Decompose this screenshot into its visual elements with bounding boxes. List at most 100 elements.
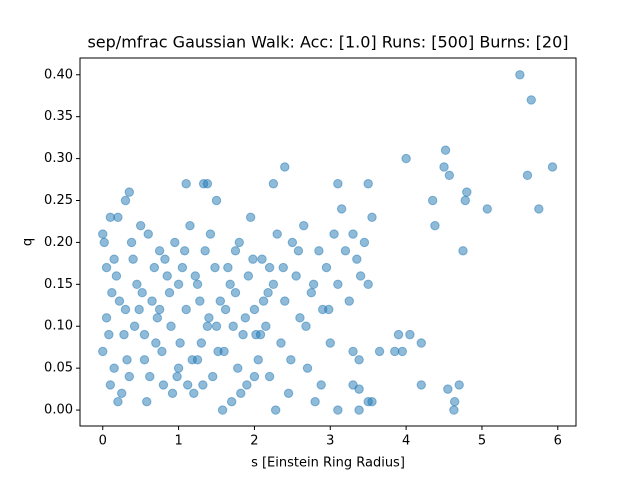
point [114,296,125,306]
point [132,279,142,290]
point [149,262,160,273]
point [105,212,116,222]
point [344,296,354,306]
point [348,346,358,357]
point [526,95,536,105]
point [233,363,243,373]
point [111,271,122,281]
point [280,162,290,172]
point [98,346,108,357]
point [363,279,373,290]
point [522,170,533,181]
point [310,396,320,407]
point [192,355,203,365]
point [240,313,251,323]
point [166,321,176,331]
point [354,384,364,394]
point [211,195,222,206]
point [135,220,146,231]
point [340,246,351,256]
point [167,388,178,399]
x-tick-label: 6 [554,434,562,449]
point [200,246,210,256]
point [280,296,290,306]
point [416,380,426,390]
y-tick-label: 0.10 [44,319,73,334]
point [134,304,144,315]
point [306,288,317,298]
point [321,262,332,273]
point [329,229,339,239]
point [363,179,373,189]
point [160,254,170,264]
point [249,304,260,315]
point [324,304,334,315]
x-tick-label: 3 [326,434,334,449]
point [393,329,404,340]
x-tick-label: 1 [174,434,182,449]
point [129,321,140,331]
point [354,355,364,365]
point [264,262,275,273]
y-tick-label: 0.20 [44,235,73,250]
point [333,179,343,189]
point [278,262,288,273]
point [196,338,207,348]
point [162,271,172,281]
point [547,162,558,172]
point [263,288,273,298]
point [122,355,132,365]
point [210,262,220,273]
point [98,229,108,239]
point [251,329,261,340]
point [228,321,238,331]
point [253,355,263,365]
point [308,279,319,290]
point [202,321,213,331]
point [248,254,258,264]
point [249,371,260,382]
point [213,346,223,357]
point [143,229,153,239]
point [367,212,377,222]
point [152,313,163,323]
point [291,271,301,281]
point [181,304,191,315]
point [113,396,123,407]
point [205,229,216,239]
point [185,220,195,231]
point [293,246,304,256]
point [283,388,294,399]
point [348,229,358,239]
x-tick-label: 4 [402,434,410,449]
point [454,380,464,390]
point [189,388,199,399]
point [109,363,119,373]
x-tick-label: 0 [99,434,107,449]
point [245,212,256,222]
point [126,237,137,248]
point [272,229,282,239]
point [444,170,455,181]
point [117,388,127,399]
point [177,262,188,273]
point [142,396,152,407]
point [182,380,193,390]
point [238,329,248,340]
point [99,237,109,248]
point [124,187,134,197]
point [462,187,472,197]
point [359,237,370,248]
point [154,246,165,256]
point [449,405,459,415]
point [374,346,385,357]
chart-title: sep/mfrac Gaussian Walk: Acc: [1.0] Runs… [87,33,568,52]
point [154,304,165,315]
point [137,288,147,298]
point [179,246,190,256]
point [236,388,246,399]
point [295,313,305,323]
point [440,145,451,155]
point [234,237,244,248]
point [139,355,150,365]
